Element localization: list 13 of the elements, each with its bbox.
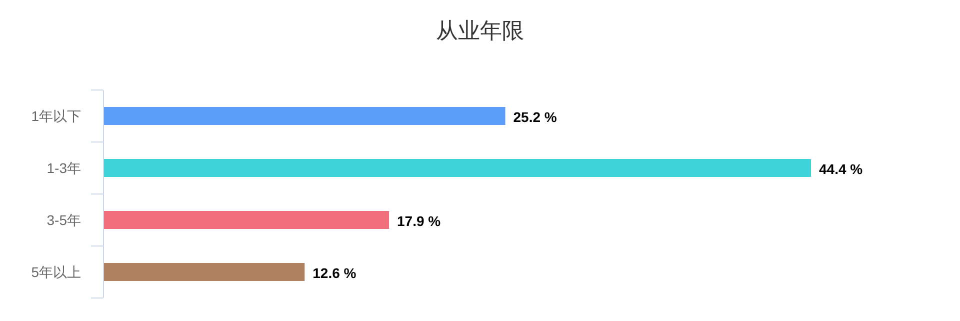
bar — [104, 159, 811, 177]
data-label: 25.2 % — [513, 109, 558, 125]
data-label: 12.6 % — [312, 265, 357, 281]
y-tick-label: 3-5年 — [46, 212, 81, 228]
bar — [104, 107, 506, 125]
data-label: 17.9 % — [397, 213, 442, 229]
chart-title: 从业年限 — [436, 18, 524, 43]
bar — [104, 211, 390, 229]
y-tick-label: 5年以上 — [31, 264, 81, 280]
data-label: 44.4 % — [819, 161, 864, 177]
y-tick-label: 1-3年 — [46, 160, 81, 176]
bar — [104, 263, 305, 281]
y-tick-label: 1年以下 — [31, 108, 81, 124]
